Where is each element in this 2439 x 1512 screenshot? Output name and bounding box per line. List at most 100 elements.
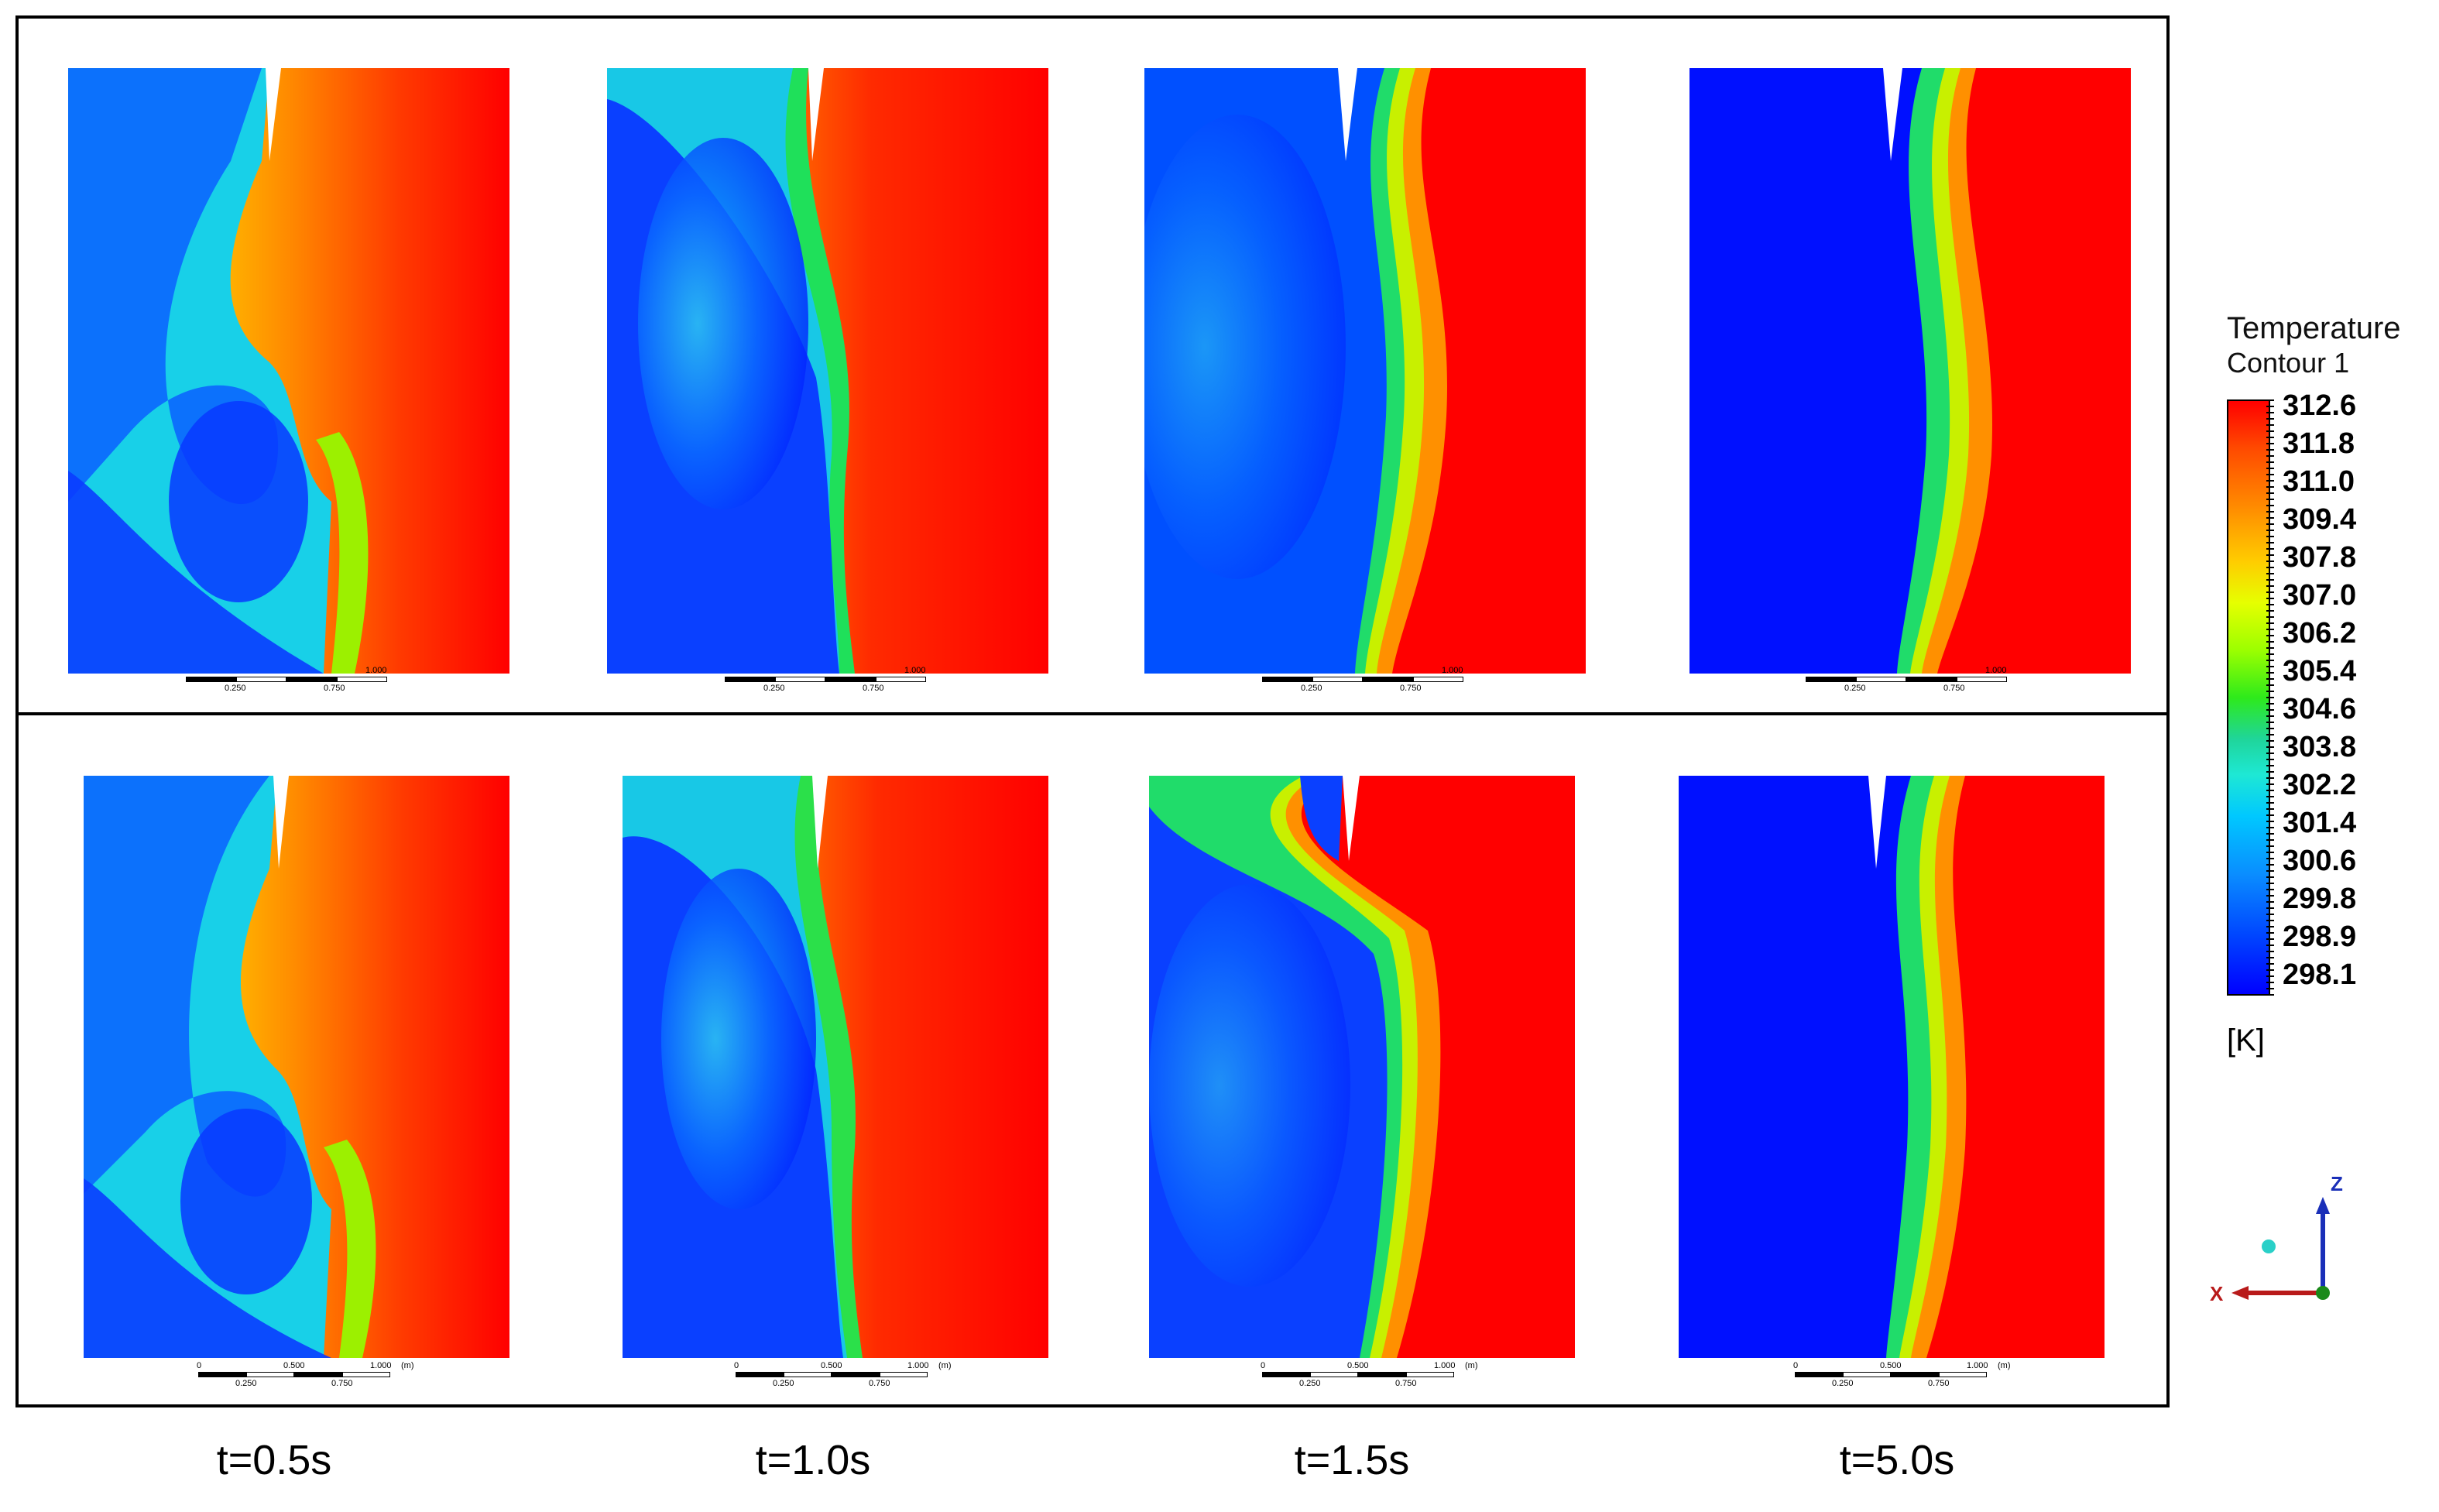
legend-ticks xyxy=(2266,399,2274,996)
scale-bar-label: 1.000 xyxy=(904,666,926,675)
scale-bar-segment xyxy=(294,1372,342,1377)
legend-labels: 312.6 311.8 311.0 309.4 307.8 307.0 306.… xyxy=(2283,387,2422,994)
scale-bar-segment xyxy=(1957,677,2007,682)
scale-bar-segment xyxy=(286,677,337,682)
scale-bar: 1.000 0.250 0.750 xyxy=(1806,666,2022,697)
scale-bar-label: 0 xyxy=(1261,1361,1266,1370)
legend-value: 300.6 xyxy=(2283,845,2357,877)
scale-bar-segment xyxy=(775,677,825,682)
scale-bar-segment xyxy=(198,1372,246,1377)
contour-panel-top-t1.5 xyxy=(1144,68,1586,674)
legend-value: 298.1 xyxy=(2283,958,2357,991)
legend-value: 306.2 xyxy=(2283,617,2357,650)
scale-bar-segment xyxy=(186,677,236,682)
scale-bar-segment xyxy=(342,1372,390,1377)
scale-bar-label: 0.500 xyxy=(1880,1361,1902,1370)
scale-bar-segment xyxy=(236,677,286,682)
scale-bar-label: 1.000 xyxy=(365,666,387,675)
scale-bar-segment xyxy=(1856,677,1906,682)
scale-bar-label: 0.750 xyxy=(1400,684,1422,693)
time-label-0.5s: t=0.5s xyxy=(216,1437,332,1483)
scale-bar-label: 0.750 xyxy=(1943,684,1965,693)
scale-bar-segment xyxy=(1806,677,1856,682)
scale-bar-label: 0.500 xyxy=(283,1361,305,1370)
scale-bar-segment xyxy=(736,1372,784,1377)
legend-value: 304.6 xyxy=(2283,693,2357,725)
scale-bar-label: 0.750 xyxy=(324,684,345,693)
scale-bar-segment xyxy=(1795,1372,1843,1377)
axes-triad: Z X xyxy=(2207,1169,2346,1316)
scale-bar-segment xyxy=(784,1372,832,1377)
scale-bar-segment xyxy=(880,1372,928,1377)
scale-bar-label: (m) xyxy=(938,1361,952,1370)
time-label-5.0s: t=5.0s xyxy=(1839,1437,1955,1483)
scale-bar-segment xyxy=(1312,677,1363,682)
scale-bar-label: 0 xyxy=(734,1361,739,1370)
scale-bar: 1.000 0.250 0.750 xyxy=(1262,666,1479,697)
scale-bar-segment xyxy=(1906,677,1957,682)
scale-bar-label: 0.250 xyxy=(1844,684,1866,693)
contour-panel-bottom-t0.5 xyxy=(84,776,509,1358)
scale-bar-label: 1.000 xyxy=(1442,666,1463,675)
scale-bar: 1.000 0.250 0.750 xyxy=(186,666,403,697)
scale-bar-label: 1.000 xyxy=(1434,1361,1456,1370)
scale-bar-label: 0.750 xyxy=(863,684,884,693)
scale-bar-label: 0.250 xyxy=(235,1379,257,1388)
legend-value: 299.8 xyxy=(2283,883,2357,915)
scale-bar-label: 0.750 xyxy=(1928,1379,1950,1388)
legend-value: 302.2 xyxy=(2283,769,2357,801)
scale-bar-segment xyxy=(1310,1372,1358,1377)
legend-value: 298.9 xyxy=(2283,921,2357,953)
scale-bar-segment xyxy=(825,677,876,682)
contour-panel-top-t0.5 xyxy=(68,68,509,674)
scale-bar-label: 0.500 xyxy=(1347,1361,1369,1370)
contour-panel-top-t1.0 xyxy=(607,68,1048,674)
contour-panel-bottom-t1.5 xyxy=(1149,776,1575,1358)
scale-bar-segment xyxy=(1358,1372,1406,1377)
legend-value: 312.6 xyxy=(2283,389,2357,422)
scale-bar-label: (m) xyxy=(401,1361,414,1370)
scale-bar-label: 1.000 xyxy=(1985,666,2007,675)
contour-panel-bottom-t1.0 xyxy=(623,776,1048,1358)
axes-triad-icon xyxy=(2231,1197,2330,1300)
scale-bar-segment xyxy=(876,677,926,682)
legend-value: 301.4 xyxy=(2283,807,2357,839)
scale-bar-segment xyxy=(337,677,387,682)
scale-bar: 0 0.500 1.000 (m) 0.250 0.750 xyxy=(1261,1361,1494,1392)
scale-bar-segment xyxy=(1363,677,1413,682)
scale-bar-label: 0.250 xyxy=(1832,1379,1854,1388)
legend-value: 311.0 xyxy=(2283,465,2355,498)
scale-bar-label: (m) xyxy=(1465,1361,1478,1370)
legend-title: Temperature xyxy=(2227,311,2401,345)
legend-subtitle: Contour 1 xyxy=(2227,347,2350,379)
time-label-1.0s: t=1.0s xyxy=(755,1437,871,1483)
scale-bar-segment xyxy=(725,677,775,682)
scale-bar-segment xyxy=(1939,1372,1987,1377)
legend-value: 307.0 xyxy=(2283,579,2357,612)
figure-frame xyxy=(15,15,2170,1407)
scale-bar-segment xyxy=(1262,1372,1310,1377)
scale-bar: 0 0.500 1.000 (m) 0.250 0.750 xyxy=(197,1361,431,1392)
scale-bar-label: 1.000 xyxy=(370,1361,392,1370)
scale-bar-segment xyxy=(832,1372,880,1377)
scale-bar-label: (m) xyxy=(1998,1361,2011,1370)
scale-bar-label: 1.000 xyxy=(907,1361,929,1370)
scale-bar-label: 1.000 xyxy=(1967,1361,1988,1370)
scale-bar-segment xyxy=(1843,1372,1891,1377)
scale-bar-label: 0.250 xyxy=(763,684,785,693)
legend-value: 309.4 xyxy=(2283,503,2357,536)
color-legend-bar xyxy=(2227,399,2270,996)
scale-bar: 1.000 0.250 0.750 xyxy=(725,666,942,697)
scale-bar-segment xyxy=(1262,677,1312,682)
legend-value: 303.8 xyxy=(2283,731,2357,763)
legend-unit: [K] xyxy=(2227,1023,2265,1058)
x-axis-label: X xyxy=(2210,1282,2224,1305)
legend-value: 311.8 xyxy=(2283,427,2355,460)
scale-bar-label: 0.500 xyxy=(821,1361,842,1370)
row-divider xyxy=(15,712,2170,715)
contour-panel-top-t5.0 xyxy=(1689,68,2131,674)
contour-panel-bottom-t5.0 xyxy=(1679,776,2105,1358)
scale-bar-label: 0.750 xyxy=(331,1379,353,1388)
scale-bar-segment xyxy=(246,1372,294,1377)
legend-value: 307.8 xyxy=(2283,541,2357,574)
